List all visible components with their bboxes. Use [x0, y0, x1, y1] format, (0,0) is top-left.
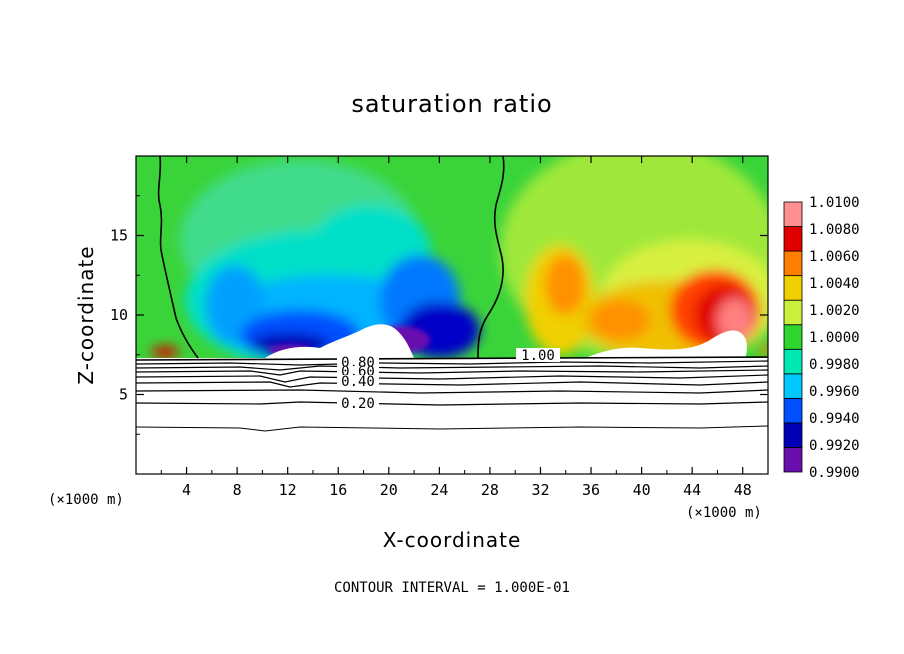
x-axis-ticks: 4 8 12 16 20 24 28 32 36 40 44 48	[160, 156, 752, 499]
colorbar-swatch	[783, 299, 803, 326]
x-tick-label: 8	[233, 481, 242, 499]
contour-label-bg-0.80	[337, 356, 379, 368]
contour-label-bg-0.40	[337, 375, 379, 387]
x-tick-label: 28	[481, 481, 499, 499]
chart-title: saturation ratio	[351, 90, 552, 118]
colorbar-level-label: 1.0080	[809, 222, 860, 238]
contour-1.00-middle	[477, 156, 505, 359]
x-tick-label: 16	[329, 481, 347, 499]
contour-label-bg-1.00	[516, 348, 560, 362]
low-edge-blip-left	[151, 346, 179, 358]
x-tick-label: 44	[683, 481, 701, 499]
moist-layer-3	[545, 255, 585, 315]
colorbar-swatch	[783, 397, 803, 424]
x-tick-label: 20	[380, 481, 398, 499]
colorbar-swatch	[783, 201, 803, 227]
x-tick-label: 40	[633, 481, 651, 499]
x-tick-label: 36	[582, 481, 600, 499]
contour-line-0.10	[136, 425, 768, 432]
y-axis-title: Z-coordinate	[74, 245, 98, 384]
y-tick-label: 15	[110, 227, 128, 245]
colorbar-swatch	[783, 324, 803, 350]
low-edge-blip-right	[759, 344, 768, 356]
colorbar-swatch	[783, 275, 803, 301]
y-unit-label: (×1000 m)	[48, 492, 124, 508]
y-tick-label: 5	[119, 386, 128, 404]
subsurface-region	[136, 358, 768, 474]
plot-area	[136, 156, 768, 474]
contour-label-1.00: 1.00	[521, 348, 555, 364]
x-tick-label: 24	[430, 481, 448, 499]
colorbar-level-label: 0.9940	[809, 411, 860, 427]
colorbar-level-label: 0.9980	[809, 357, 860, 373]
masked-region-left	[265, 324, 414, 358]
moist-layer-3b	[590, 300, 650, 340]
colorbar-level-label: 1.0040	[809, 276, 860, 292]
colorbar-level-label: 1.0100	[809, 195, 860, 211]
colorbar-swatch	[783, 348, 803, 375]
colorbar-level-label: 0.9960	[809, 384, 860, 400]
x-axis-title: X-coordinate	[383, 528, 522, 552]
colorbar-level-label: 1.0060	[809, 249, 860, 265]
colorbar-swatch	[783, 226, 803, 252]
contour-label-bg-0.20	[337, 396, 379, 409]
contour-1.00-left	[157, 156, 199, 359]
colorbar-swatch	[783, 373, 803, 399]
x-tick-label: 12	[279, 481, 297, 499]
colorbar-level-label: 0.9920	[809, 438, 860, 454]
contour-line-0.70	[136, 365, 768, 371]
saturation-contours	[157, 156, 505, 359]
moist-layer-6	[717, 298, 753, 342]
contour-line-0.90	[136, 356, 768, 361]
contour-label-0.20: 0.20	[341, 396, 375, 412]
masked-region-right	[585, 330, 747, 358]
contour-label-0.40: 0.40	[341, 374, 375, 390]
colorbar-level-label: 1.0000	[809, 330, 860, 346]
y-axis-ticks: 5 10 15	[110, 195, 768, 435]
x-unit-label: (×1000 m)	[686, 505, 762, 521]
contour-line-0.20	[136, 401, 768, 406]
x-tick-label: 48	[734, 481, 752, 499]
colorbar-swatch	[783, 447, 803, 473]
colorbar-level-label: 1.0020	[809, 303, 860, 319]
contour-line-0.40	[136, 381, 768, 388]
contour-line-0.30	[136, 389, 768, 394]
colorbar-swatch	[783, 250, 803, 277]
x-tick-label: 4	[182, 481, 191, 499]
contour-label-bg-0.60	[337, 366, 379, 377]
colorbar-swatch	[783, 422, 803, 448]
contour-labels: 1.00 0.80 0.60 0.40 0.20	[337, 348, 560, 412]
contour-line-0.80	[136, 360, 768, 366]
colorbar: 0.9900 0.9920 0.9940 0.9960 0.9980 1.0000 1.00…	[783, 195, 860, 481]
colorbar-level-label: 0.9900	[809, 465, 860, 481]
contour-interval-note: CONTOUR INTERVAL = 1.000E-01	[334, 580, 570, 596]
x-tick-label: 32	[531, 481, 549, 499]
y-tick-label: 10	[110, 306, 128, 324]
